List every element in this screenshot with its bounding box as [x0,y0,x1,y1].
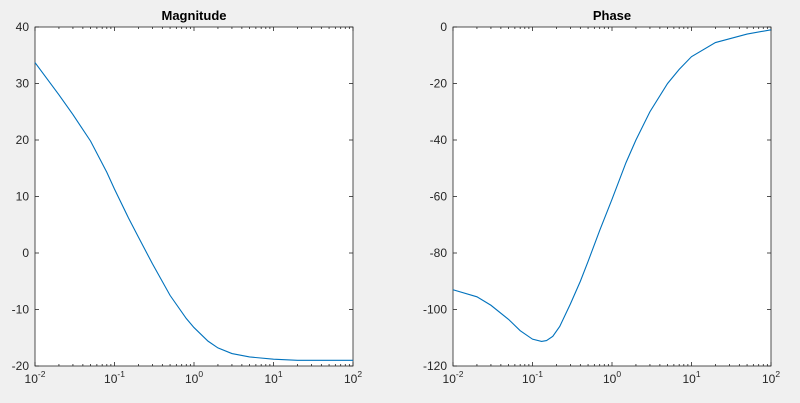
phase-axes [452,26,772,367]
magnitude-ytick-label: 10 [16,190,30,204]
phase-ytick-label: -20 [430,77,448,91]
magnitude-plot: Magnitude 10-2 10-1 100 101 102 -20 -10 0 10 20 30… [12,8,363,386]
phase-ytick-label: -120 [423,359,447,373]
magnitude-ytick-label: 0 [22,246,29,260]
phase-ytick-label: -40 [430,133,448,147]
magnitude-axes [34,26,354,367]
magnitude-ytick-label: -10 [12,303,30,317]
phase-xtick-label: 10-1 [522,369,543,386]
phase-xtick-label: 101 [682,369,700,386]
magnitude-ytick-label: 20 [16,133,30,147]
magnitude-xtick-label: 10-1 [104,369,125,386]
magnitude-xtick-label: 10-2 [25,369,46,386]
phase-ytick-label: -100 [423,303,447,317]
phase-title: Phase [593,8,631,23]
magnitude-ytick-label: 40 [16,20,30,34]
magnitude-ytick-label: 30 [16,77,30,91]
phase-series-line [452,29,772,342]
magnitude-marks: 10-2 10-1 100 101 102 -20 -10 0 10 20 30 40 [12,20,363,386]
phase-marks: 10-2 10-1 100 101 102 -120 -100 -80 -60 -40 -20 0 [423,20,780,386]
magnitude-xtick-label: 100 [185,369,203,386]
phase-xtick-label: 100 [603,369,621,386]
magnitude-series-line [34,62,353,361]
phase-xtick-label: 102 [762,369,780,386]
phase-ytick-label: 0 [440,20,447,34]
magnitude-ytick-label: -20 [12,359,30,373]
phase-plot: Phase 10-2 10-1 100 101 102 -120 -100 -80 -60 -40… [423,8,780,386]
phase-xtick-label: 10-2 [443,369,464,386]
phase-ytick-label: -60 [430,190,448,204]
magnitude-title: Magnitude [162,8,227,23]
magnitude-xtick-label: 102 [344,369,362,386]
phase-ytick-label: -80 [430,246,448,260]
magnitude-xtick-label: 101 [264,369,282,386]
